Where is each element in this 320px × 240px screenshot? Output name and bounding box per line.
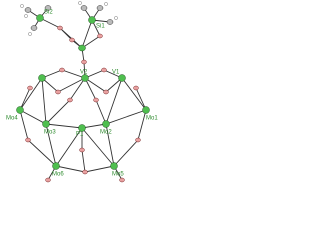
atom-label: V1 bbox=[112, 70, 120, 76]
atoms bbox=[16, 1, 150, 183]
atom-label: Mo1 bbox=[146, 116, 158, 122]
atom-label: Si2 bbox=[44, 10, 53, 16]
bonds bbox=[19, 7, 147, 181]
crystal-structure: Si2 Si1 V2 V1 Mo4 Mo3 P1 Mo2 Mo1 Mo6 Mo5 bbox=[6, 1, 158, 183]
atom-label: Mo2 bbox=[100, 130, 112, 136]
atom-label: Mo5 bbox=[112, 172, 124, 178]
atom-label: Mo6 bbox=[52, 172, 64, 178]
atom-label: Mo3 bbox=[44, 130, 56, 136]
atom-label: P1 bbox=[76, 132, 84, 138]
atom-label: Si1 bbox=[96, 24, 105, 30]
atom-label: V2 bbox=[80, 70, 88, 76]
atom-label: Mo4 bbox=[6, 116, 18, 122]
